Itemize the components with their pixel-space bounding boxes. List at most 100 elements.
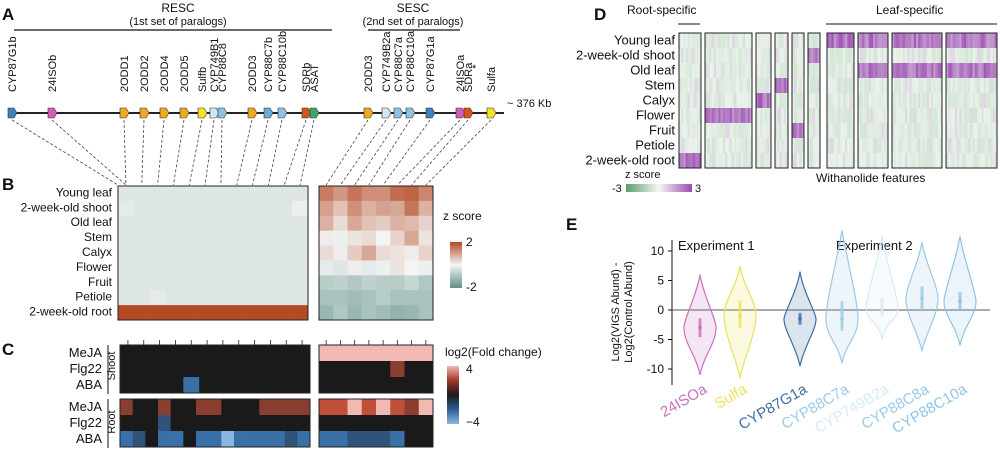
c-shoot-left-cell: [135, 377, 152, 394]
gene-arrow-4: [159, 107, 170, 119]
d-cell: [918, 108, 921, 124]
d-row-label-2: Old leaf: [630, 62, 675, 77]
d-cell: [981, 123, 984, 139]
d-cell: [935, 123, 938, 139]
b-left-cell: [197, 260, 214, 276]
d-cell: [924, 63, 927, 79]
d-cell: [864, 63, 867, 79]
d-cell: [994, 63, 998, 79]
d-cell: [687, 78, 691, 94]
c-shoot-right-cell: [333, 361, 348, 378]
c-shoot-right-cell: [404, 361, 420, 378]
d-cell: [935, 78, 938, 94]
d-cell: [707, 108, 710, 124]
d-cell: [833, 33, 837, 49]
d-cell: [840, 63, 843, 79]
d-cell: [745, 138, 748, 154]
d-cell: [879, 78, 882, 94]
c-root-left-cell: [259, 431, 273, 448]
d-cell: [959, 33, 962, 49]
d-cell: [758, 93, 761, 109]
d-cell: [959, 78, 962, 94]
b-left-cell: [228, 290, 245, 306]
d-cell: [687, 123, 691, 139]
d-cell: [849, 63, 852, 79]
d-cell: [749, 78, 753, 94]
d-cell: [707, 153, 710, 169]
d-cell: [885, 138, 889, 154]
d-cell: [796, 48, 800, 64]
d-cell: [785, 108, 789, 124]
d-cell: [866, 93, 869, 109]
d-cell: [933, 63, 936, 79]
d-cell: [812, 78, 816, 94]
d-cell: [692, 33, 695, 49]
d-cell: [952, 123, 956, 139]
d-cell: [713, 33, 717, 49]
b-left-cell: [213, 260, 230, 276]
d-cell: [738, 78, 742, 94]
b-left-cell: [181, 305, 198, 321]
d-cell: [957, 108, 960, 124]
d-cell: [760, 108, 763, 124]
d-cell: [981, 78, 984, 94]
d-cell: [747, 93, 750, 109]
d-cell: [946, 93, 949, 109]
d-cell: [827, 93, 830, 109]
d-cell: [716, 93, 719, 109]
d-cell: [983, 93, 987, 109]
d-cell: [766, 108, 770, 124]
d-cell: [950, 123, 953, 139]
c-shoot-left-cell: [167, 377, 184, 394]
d-cell: [845, 153, 848, 169]
b-left-cell: [118, 200, 135, 217]
gene-label-14: 2ODD3: [363, 55, 375, 92]
d-cell: [731, 78, 735, 94]
b-right-cell: [376, 245, 391, 261]
d-cell: [974, 108, 978, 124]
d-cell: [990, 63, 993, 79]
c-shoot-row-2: ABA: [76, 377, 102, 392]
d-cell: [681, 108, 684, 124]
c-root-right-cell: [333, 431, 348, 448]
c-shoot-right-cell: [361, 377, 377, 394]
d-cell: [812, 63, 816, 79]
d-cell: [864, 33, 867, 49]
d-cell: [858, 78, 861, 94]
c-shoot-left-cell: [183, 345, 200, 362]
d-cell: [831, 153, 834, 169]
d-cell: [727, 138, 730, 154]
d-cell: [817, 153, 821, 169]
c-shoot-right-cell: [333, 345, 348, 362]
d-cell: [734, 153, 737, 169]
c-root-right-cell: [333, 399, 348, 416]
c-root-left-cell: [145, 431, 159, 448]
d-cell: [922, 33, 925, 49]
d-cell: [720, 63, 724, 79]
d-cell: [768, 78, 772, 94]
e-median-CYP87G1a: [798, 317, 802, 321]
d-cell: [924, 123, 927, 139]
gene-label-11: CYP88C10b: [277, 31, 289, 92]
d-cell: [883, 48, 887, 64]
d-cell: [926, 108, 930, 124]
b-left-cell: [181, 215, 198, 231]
d-cell: [775, 48, 778, 64]
c-root-right-cell: [418, 399, 434, 416]
d-cell: [970, 63, 973, 79]
d-cell: [745, 153, 748, 169]
d-cell: [745, 63, 748, 79]
d-cell: [725, 33, 728, 49]
d-cell: [779, 123, 782, 139]
d-cell: [902, 108, 906, 124]
d-cell: [743, 78, 746, 94]
d-cell: [939, 153, 943, 169]
d-cell: [845, 93, 848, 109]
d-cell: [747, 153, 750, 169]
d-cell: [959, 48, 962, 64]
d-cell: [815, 108, 818, 124]
d-cell: [909, 48, 912, 64]
b-right-cell: [333, 245, 348, 261]
b-legend-max: 2: [466, 235, 473, 249]
d-cell: [705, 93, 708, 109]
